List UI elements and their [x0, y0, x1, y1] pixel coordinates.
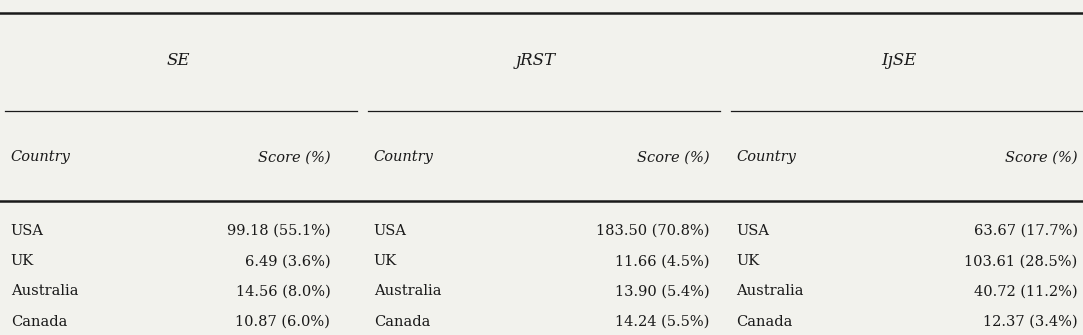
Text: Country: Country — [374, 150, 433, 164]
Text: ȷRST: ȷRST — [516, 52, 557, 69]
Text: 40.72 (11.2%): 40.72 (11.2%) — [974, 284, 1078, 298]
Text: Canada: Canada — [374, 315, 430, 329]
Text: Country: Country — [736, 150, 796, 164]
Text: 10.87 (6.0%): 10.87 (6.0%) — [235, 315, 330, 329]
Text: Canada: Canada — [736, 315, 793, 329]
Text: UK: UK — [374, 254, 396, 268]
Text: Australia: Australia — [374, 284, 441, 298]
Text: 99.18 (55.1%): 99.18 (55.1%) — [226, 224, 330, 238]
Text: 14.24 (5.5%): 14.24 (5.5%) — [615, 315, 709, 329]
Text: 12.37 (3.4%): 12.37 (3.4%) — [983, 315, 1078, 329]
Text: IȷSE: IȷSE — [882, 52, 916, 69]
Text: USA: USA — [736, 224, 769, 238]
Text: 11.66 (4.5%): 11.66 (4.5%) — [615, 254, 709, 268]
Text: USA: USA — [11, 224, 43, 238]
Text: Score (%): Score (%) — [258, 150, 330, 164]
Text: SE: SE — [167, 52, 191, 69]
Text: USA: USA — [374, 224, 406, 238]
Text: 6.49 (3.6%): 6.49 (3.6%) — [245, 254, 330, 268]
Text: 63.67 (17.7%): 63.67 (17.7%) — [974, 224, 1078, 238]
Text: Score (%): Score (%) — [637, 150, 709, 164]
Text: 14.56 (8.0%): 14.56 (8.0%) — [236, 284, 330, 298]
Text: UK: UK — [11, 254, 34, 268]
Text: UK: UK — [736, 254, 759, 268]
Text: Country: Country — [11, 150, 70, 164]
Text: 183.50 (70.8%): 183.50 (70.8%) — [596, 224, 709, 238]
Text: Score (%): Score (%) — [1005, 150, 1078, 164]
Text: Australia: Australia — [736, 284, 804, 298]
Text: 13.90 (5.4%): 13.90 (5.4%) — [615, 284, 709, 298]
Text: Australia: Australia — [11, 284, 78, 298]
Text: Canada: Canada — [11, 315, 67, 329]
Text: 103.61 (28.5%): 103.61 (28.5%) — [964, 254, 1078, 268]
